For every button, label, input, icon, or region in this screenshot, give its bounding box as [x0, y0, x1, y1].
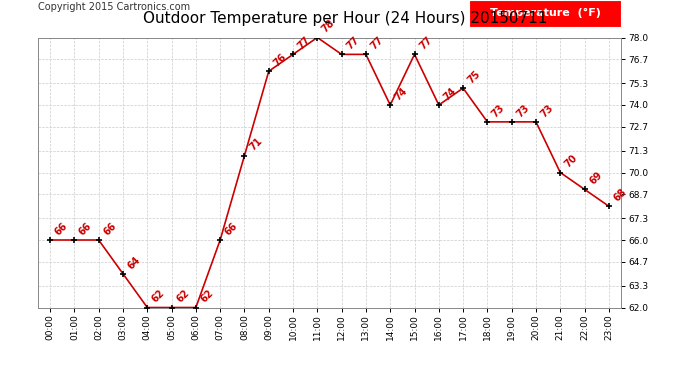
Text: 62: 62: [199, 288, 215, 305]
Text: 66: 66: [101, 220, 118, 237]
Text: 66: 66: [223, 220, 239, 237]
Text: 71: 71: [247, 136, 264, 153]
Text: 78: 78: [320, 18, 337, 35]
Text: 77: 77: [417, 35, 434, 52]
Text: 62: 62: [175, 288, 191, 305]
Text: 74: 74: [393, 86, 410, 102]
Text: Copyright 2015 Cartronics.com: Copyright 2015 Cartronics.com: [38, 2, 190, 12]
Text: 66: 66: [53, 220, 70, 237]
Text: 68: 68: [611, 187, 629, 204]
Text: 70: 70: [563, 153, 580, 170]
Text: 75: 75: [466, 69, 482, 86]
Text: 73: 73: [515, 102, 531, 119]
Text: 77: 77: [368, 35, 385, 52]
Text: 77: 77: [296, 35, 313, 52]
Text: 64: 64: [126, 254, 142, 271]
Text: 76: 76: [272, 52, 288, 69]
Text: 74: 74: [442, 86, 458, 102]
FancyBboxPatch shape: [469, 0, 621, 27]
Text: 73: 73: [490, 102, 506, 119]
Text: 62: 62: [150, 288, 167, 305]
Text: Outdoor Temperature per Hour (24 Hours) 20150711: Outdoor Temperature per Hour (24 Hours) …: [143, 11, 547, 26]
Text: 77: 77: [344, 35, 361, 52]
Text: Temperature  (°F): Temperature (°F): [490, 8, 600, 18]
Text: 73: 73: [539, 102, 555, 119]
Text: 69: 69: [587, 170, 604, 187]
Text: 66: 66: [77, 220, 94, 237]
